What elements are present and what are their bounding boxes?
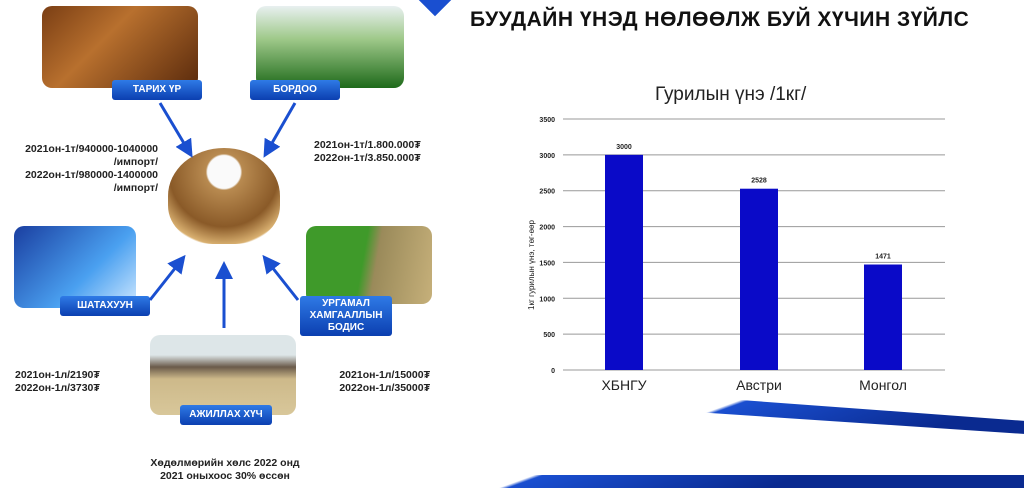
fertilizer-photo (256, 6, 404, 88)
y-tick-label: 2000 (539, 225, 555, 232)
y-tick-label: 0 (551, 368, 555, 375)
pesticide-prices: 2021он-1л/15000₮ 2022он-1л/35000₮ (339, 369, 430, 394)
bar-chart: 0 500 1000 1500 2000 2500 3000 3500 3000 ХБНГУ 252… (527, 117, 945, 393)
seed-prices: 2021он-1т/940000-1040000/импорт/2022он-1… (25, 143, 158, 194)
arrow-icon (262, 254, 300, 301)
arrows (148, 102, 300, 328)
y-tick-label: 3000 (539, 153, 555, 160)
arrow-icon (158, 102, 193, 158)
labor-label: АЖИЛЛАХ ХҮЧ (180, 405, 272, 425)
fuel-photo (14, 226, 136, 308)
bar (864, 264, 902, 370)
x-tick-label: ХБНГУ (601, 377, 646, 393)
y-tick-label: 1000 (539, 296, 555, 303)
fuel-prices: 2021он-1л/2190₮ 2022он-1л/3730₮ (15, 369, 100, 394)
y-tick-label: 2500 (539, 189, 555, 196)
x-tick-label: Австри (736, 377, 782, 393)
page-title: БУУДАЙН ҮНЭД НӨЛӨӨЛЖ БУЙ ХҮЧИН ЗҮЙЛС (470, 8, 970, 31)
bar (605, 154, 643, 370)
labor-note: Хөдөлмөрийн хөлс 2022 онд 2021 оныхоос 30… (150, 457, 300, 482)
pesticide-photo (306, 226, 432, 304)
data-label: 1471 (875, 254, 891, 261)
data-label: 3000 (616, 144, 632, 151)
y-tick-label: 1500 (539, 260, 555, 267)
labor-photo (150, 335, 296, 415)
bar (740, 188, 778, 370)
fertilizer-label: БОРДОО (250, 80, 340, 100)
x-tick-label: Монгол (859, 377, 907, 393)
arrow-icon (148, 254, 186, 301)
y-tick-label: 3500 (539, 117, 555, 124)
fertilizer-prices: 2021он-1т/1.800.000₮ 2022он-1т/3.850.000₮ (314, 139, 421, 164)
seed-label: ТАРИХ ҮР (112, 80, 202, 100)
flour-sack-image (168, 148, 280, 244)
data-label: 2528 (751, 178, 767, 185)
y-axis-label: 1кг гурилын үнэ, төг-өөр (527, 220, 536, 310)
chart-title: Гурилын үнэ /1кг/ (655, 84, 807, 105)
seed-photo (42, 6, 198, 88)
y-tick-label: 500 (543, 332, 555, 339)
pesticide-label: УРГАМАЛ ХАМГААЛЛЫН БОДИС (300, 296, 392, 336)
arrow-icon (263, 102, 297, 158)
fuel-label: ШАТАХУУН (60, 296, 150, 316)
